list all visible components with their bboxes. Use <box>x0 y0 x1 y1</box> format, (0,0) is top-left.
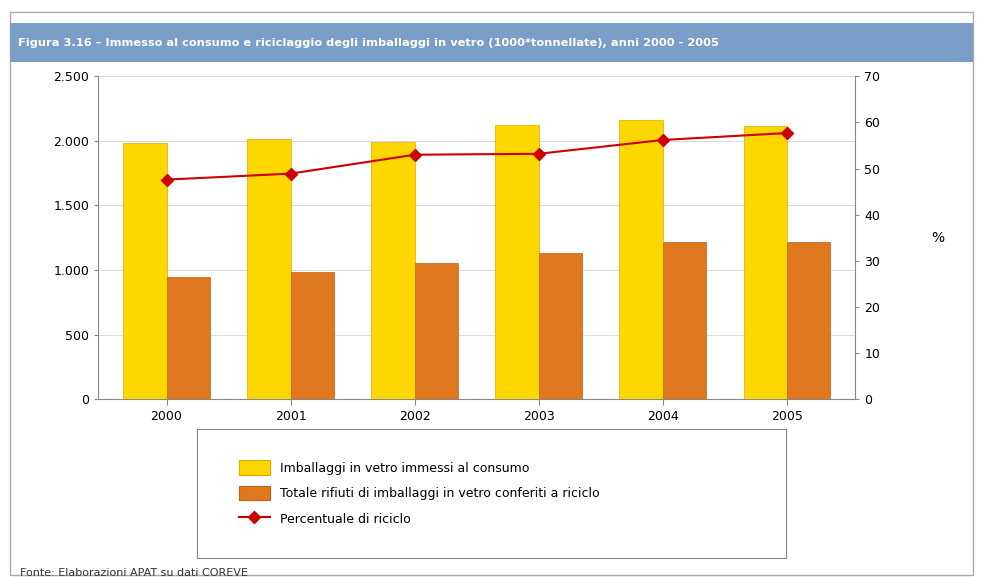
Bar <box>372 142 415 399</box>
Bar <box>291 272 334 399</box>
Text: %: % <box>931 231 944 245</box>
Bar <box>166 277 210 399</box>
Bar <box>787 242 831 399</box>
Bar <box>743 126 787 399</box>
Bar <box>415 263 458 399</box>
Bar <box>247 139 291 399</box>
Bar <box>539 253 582 399</box>
Bar <box>663 242 707 399</box>
Text: Figura 3.16 – Immesso al consumo e riciclaggio degli imballaggi in vetro (1000*t: Figura 3.16 – Immesso al consumo e ricic… <box>18 38 719 48</box>
Text: Fonte: Elaborazioni APAT su dati COREVE: Fonte: Elaborazioni APAT su dati COREVE <box>20 568 248 578</box>
Bar <box>123 143 166 399</box>
Legend: Imballaggi in vetro immessi al consumo, Totale rifiuti di imballaggi in vetro co: Imballaggi in vetro immessi al consumo, … <box>232 454 606 532</box>
Bar <box>495 124 539 399</box>
Bar <box>619 120 663 399</box>
